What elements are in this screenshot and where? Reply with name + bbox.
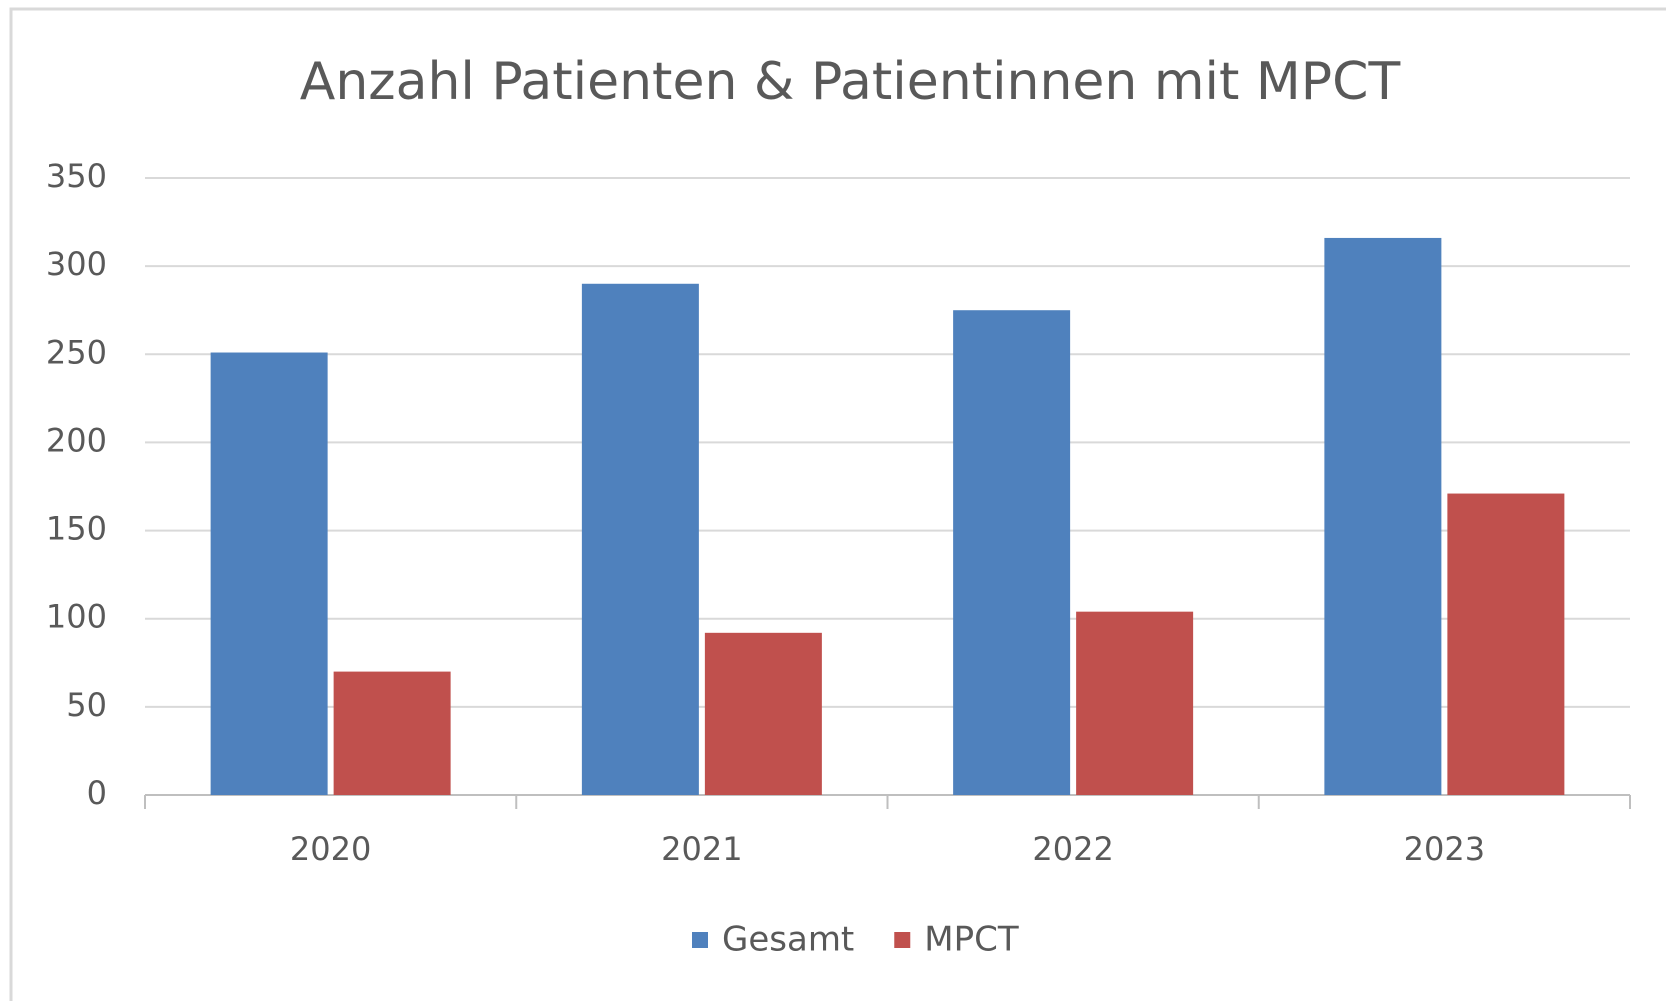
legend-label: MPCT [924,920,1019,960]
bar [704,632,822,795]
y-tick-label: 0 [87,774,107,812]
bar [333,671,451,795]
legend-label: Gesamt [722,920,854,960]
bar [953,310,1071,795]
chart-title: Anzahl Patienten & Patientinnen mit MPCT [300,52,1401,112]
y-tick-label: 100 [46,598,107,636]
y-tick-label: 350 [46,157,107,195]
x-tick-label: 2022 [1032,830,1113,868]
bar [1324,237,1442,796]
legend-swatch [692,932,708,948]
y-tick-label: 200 [46,421,107,459]
bar [1076,611,1194,795]
bar [1447,493,1565,795]
x-tick-label: 2021 [661,830,742,868]
y-tick-label: 300 [46,245,107,283]
y-tick-label: 150 [46,510,107,548]
y-tick-label: 250 [46,333,107,371]
legend-swatch [894,932,911,948]
bar [210,352,328,795]
y-tick-label: 50 [66,686,107,724]
x-tick-label: 2023 [1404,830,1485,868]
bar [581,283,699,795]
x-tick-label: 2020 [290,830,371,868]
